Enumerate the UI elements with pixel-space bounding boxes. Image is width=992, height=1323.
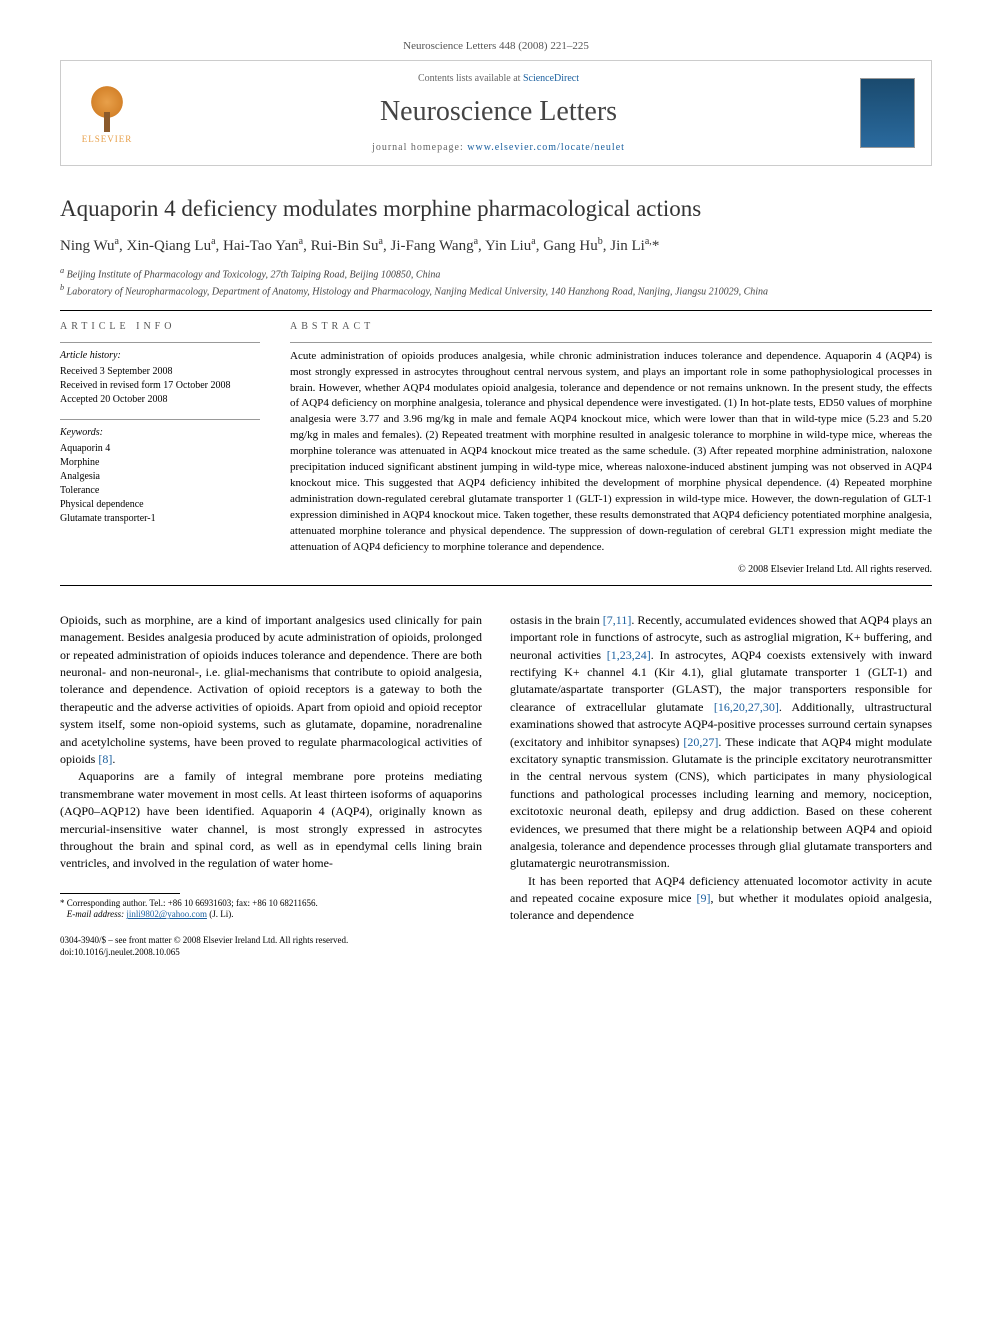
body-paragraph-2: Aquaporins are a family of integral memb… [60,768,482,872]
ref-link[interactable]: [1,23,24] [607,648,651,662]
keywords-block: Keywords: Aquaporin 4MorphineAnalgesiaTo… [60,419,260,526]
sciencedirect-link[interactable]: ScienceDirect [523,73,579,84]
author-list: Ning Wua, Xin-Qiang Lua, Hai-Tao Yana, R… [60,236,932,255]
ref-link[interactable]: [16,20,27,30] [714,700,779,714]
contents-prefix: Contents lists available at [418,73,523,84]
footnote-divider [60,893,180,894]
article-body: Opioids, such as morphine, are a kind of… [60,612,932,959]
divider [60,310,932,311]
issn-footer: 0304-3940/$ – see front matter © 2008 El… [60,935,482,958]
abstract-heading: abstract [290,321,932,332]
accepted-date: Accepted 20 October 2008 [60,393,260,407]
abstract-column: abstract Acute administration of opioids… [290,321,932,575]
journal-cover-thumbnail [860,78,915,148]
article-info-sidebar: article info Article history: Received 3… [60,321,260,575]
doi: doi:10.1016/j.neulet.2008.10.065 [60,947,180,957]
ref-link[interactable]: [7,11] [603,613,632,627]
homepage-prefix: journal homepage: [372,142,467,153]
body-paragraph-4: It has been reported that AQP4 deficienc… [510,873,932,925]
journal-name: Neuroscience Letters [153,96,844,128]
revised-date: Received in revised form 17 October 2008 [60,379,260,393]
body-paragraph-3: ostasis in the brain [7,11]. Recently, a… [510,612,932,873]
journal-masthead: ELSEVIER Contents lists available at Sci… [60,60,932,166]
corresponding-author-footnote: * Corresponding author. Tel.: +86 10 669… [60,898,482,921]
received-date: Received 3 September 2008 [60,365,260,379]
citation-header: Neuroscience Letters 448 (2008) 221–225 [60,40,932,52]
contents-line: Contents lists available at ScienceDirec… [153,73,844,84]
journal-homepage-link[interactable]: www.elsevier.com/locate/neulet [467,142,625,153]
publisher-name: ELSEVIER [82,134,133,144]
corresponding-email-link[interactable]: jinli9802@yahoo.com [126,909,207,919]
divider [60,585,932,586]
elsevier-tree-icon [82,82,132,132]
article-history: Article history: Received 3 September 20… [60,342,260,407]
affiliations: a Beijing Institute of Pharmacology and … [60,265,932,300]
article-title: Aquaporin 4 deficiency modulates morphin… [60,196,932,222]
body-paragraph-1: Opioids, such as morphine, are a kind of… [60,612,482,769]
keywords-label: Keywords: [60,426,260,440]
elsevier-logo: ELSEVIER [77,78,137,148]
article-info-heading: article info [60,321,260,332]
history-label: Article history: [60,349,260,363]
affiliation-a: a Beijing Institute of Pharmacology and … [60,265,932,282]
affiliation-b: b Laboratory of Neuropharmacology, Depar… [60,282,932,299]
keywords-list: Aquaporin 4MorphineAnalgesiaTolerancePhy… [60,442,260,526]
abstract-copyright: © 2008 Elsevier Ireland Ltd. All rights … [290,564,932,575]
homepage-line: journal homepage: www.elsevier.com/locat… [153,142,844,153]
ref-link[interactable]: [9] [696,891,710,905]
ref-link[interactable]: [8] [98,752,112,766]
abstract-text: Acute administration of opioids produces… [290,342,932,556]
ref-link[interactable]: [20,27] [683,735,718,749]
